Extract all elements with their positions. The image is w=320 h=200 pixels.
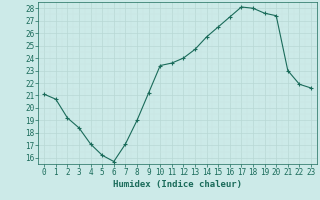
X-axis label: Humidex (Indice chaleur): Humidex (Indice chaleur) bbox=[113, 180, 242, 189]
